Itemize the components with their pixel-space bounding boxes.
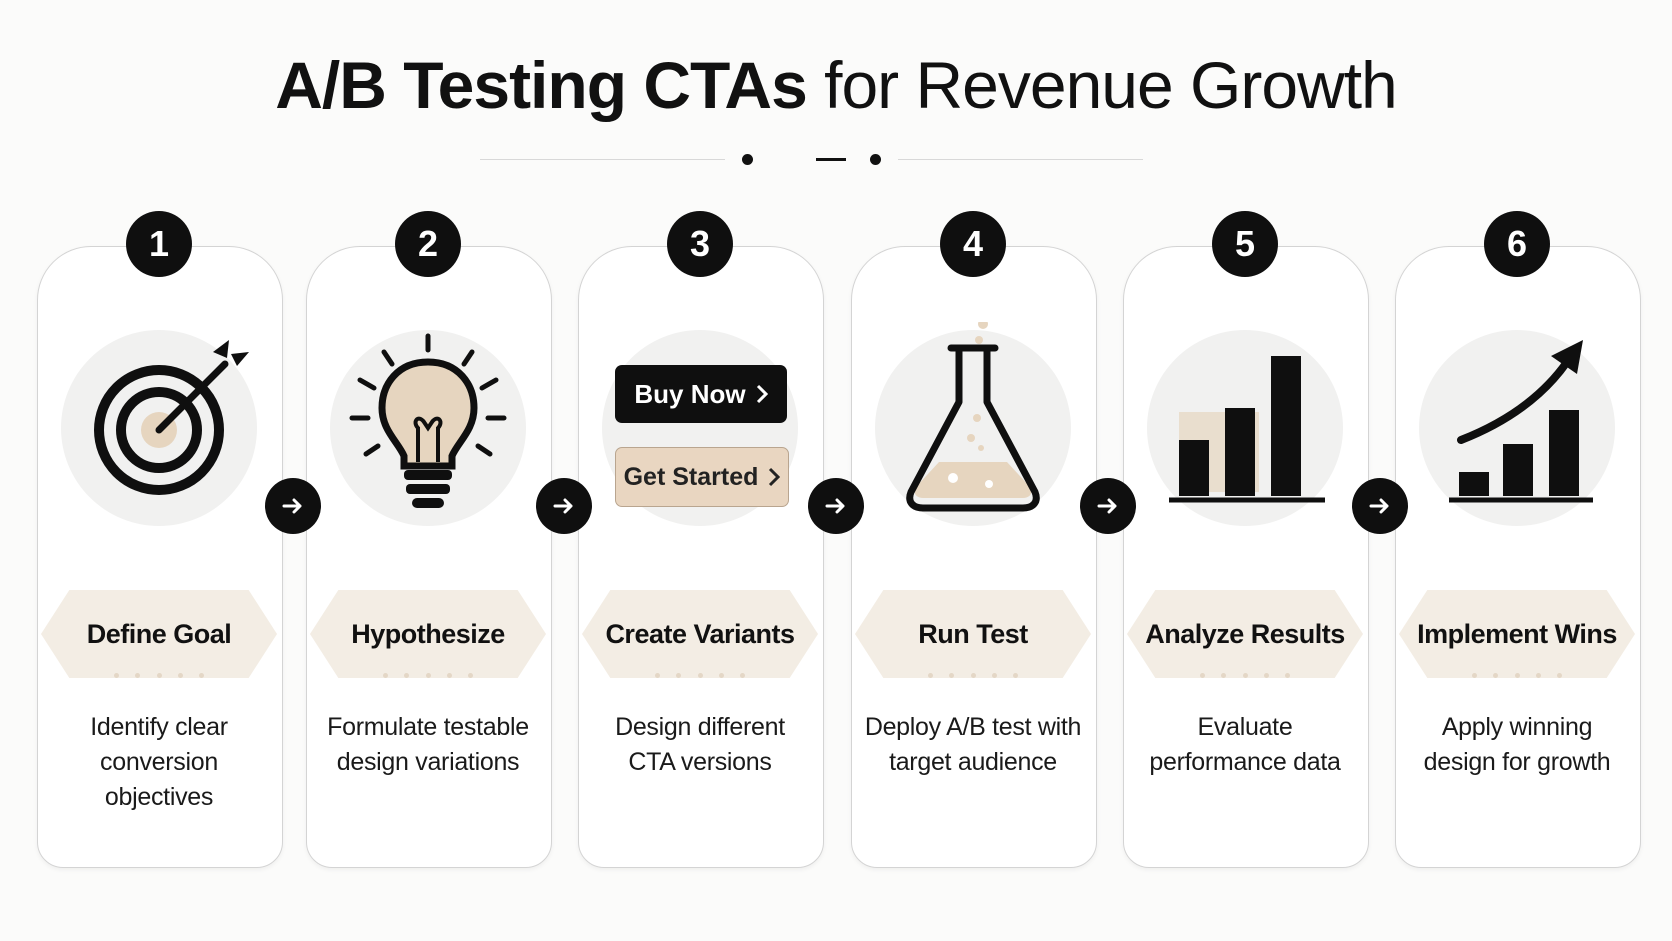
step-description-6: Apply winning design for growth	[1423, 713, 1611, 776]
decorative-dots	[1200, 673, 1290, 679]
step-title-4: Run Test	[855, 590, 1091, 678]
arrow-right-icon	[1080, 478, 1136, 534]
get-started-button[interactable]: Get Started	[615, 447, 789, 507]
arrow-right-icon	[536, 478, 592, 534]
buy-now-label: Buy Now	[634, 378, 746, 409]
lightbulb-icon	[349, 333, 507, 508]
arrow-right-icon	[808, 478, 864, 534]
page-title: A/B Testing CTAs for Revenue Growth	[0, 40, 1672, 130]
step-description-4: Deploy A/B test with target audience	[864, 713, 1082, 776]
step-description-5: Evaluate performance data	[1149, 713, 1341, 776]
get-started-label: Get Started	[623, 462, 759, 491]
buy-now-button[interactable]: Buy Now	[615, 365, 787, 423]
title-light: for Revenue Growth	[824, 48, 1398, 122]
step-number-3: 3	[667, 211, 733, 277]
target-icon	[94, 340, 249, 495]
arrow-right-icon	[265, 478, 321, 534]
step-description-2: Formulate testable design variations	[327, 713, 529, 776]
step-title-2: Hypothesize	[310, 590, 546, 678]
step-title-1: Define Goal	[41, 590, 277, 678]
step-title-5: Analyze Results	[1127, 590, 1363, 678]
decorative-dots	[383, 673, 473, 679]
step-number-6: 6	[1484, 211, 1550, 277]
step-number-2: 2	[395, 211, 461, 277]
arrow-right-icon	[1352, 478, 1408, 534]
step-number-5: 5	[1212, 211, 1278, 277]
step-description-1: Identify clear conversion objectives	[90, 713, 228, 811]
decorative-dots	[655, 673, 745, 679]
decorative-dots	[928, 673, 1018, 679]
title-divider	[480, 150, 1180, 170]
chevron-right-icon	[756, 384, 768, 404]
step-number-1: 1	[126, 211, 192, 277]
growth-chart-icon	[1449, 340, 1593, 503]
chevron-right-icon	[769, 467, 781, 487]
bar-chart-icon	[1169, 356, 1325, 503]
step-title-6: Implement Wins	[1399, 590, 1635, 678]
step-description-3: Design different CTA versions	[615, 713, 785, 776]
step-number-4: 4	[940, 211, 1006, 277]
decorative-dots	[114, 673, 204, 679]
title-strong: A/B Testing CTAs	[275, 48, 808, 122]
step-title-3: Create Variants	[582, 590, 818, 678]
flask-icon	[906, 322, 1040, 512]
decorative-dots	[1472, 673, 1562, 679]
